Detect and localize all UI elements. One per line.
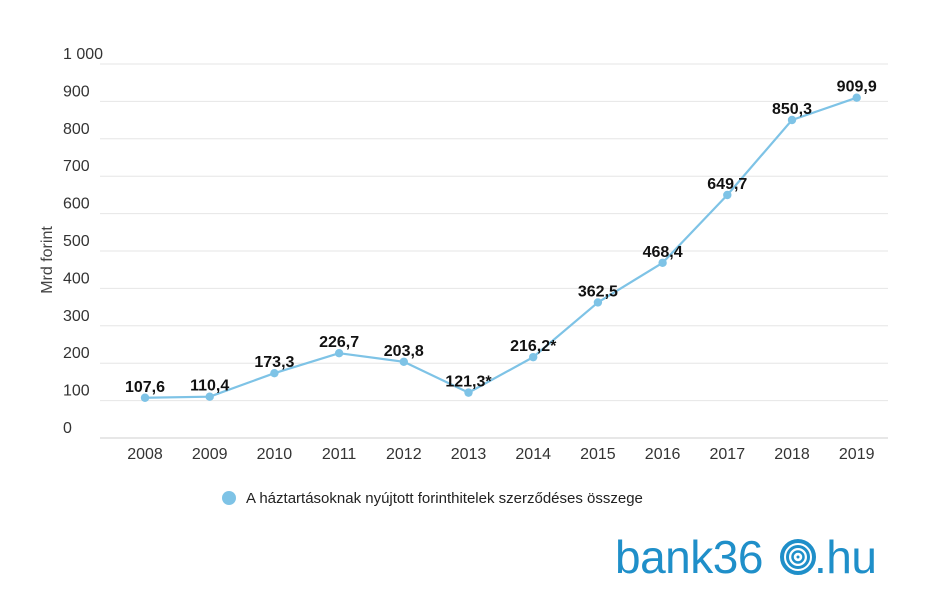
data-label: 226,7	[319, 334, 359, 351]
x-tick-label: 2015	[580, 446, 616, 463]
y-tick-label: 700	[63, 158, 90, 175]
data-label: 107,6	[125, 379, 165, 396]
data-label: 909,9	[837, 79, 877, 96]
x-tick-label: 2009	[192, 446, 228, 463]
data-label: 362,5	[578, 283, 618, 300]
grid-lines	[100, 63, 888, 439]
data-point	[205, 392, 214, 401]
x-tick-label: 2019	[839, 446, 875, 463]
x-tick-label: 2013	[451, 446, 487, 463]
data-point	[852, 93, 861, 102]
y-tick-label: 1 000	[63, 46, 103, 63]
data-point	[723, 190, 732, 200]
data-point	[464, 388, 473, 397]
brand-text-prefix: bank36	[615, 531, 763, 583]
data-point	[334, 349, 344, 358]
data-point	[658, 258, 667, 268]
data-point	[529, 352, 538, 362]
brand-logo: bank36 .hu	[615, 531, 877, 583]
series-group	[140, 93, 861, 402]
concentric-rings-icon	[780, 539, 816, 575]
data-labels: 107,6 110,4 173,3 226,7 203,8 121,3* 216,2* 362…	[125, 79, 877, 396]
legend: A háztartásoknak nyújtott forinthitelek …	[222, 490, 643, 507]
x-tick-label: 2012	[386, 446, 422, 463]
data-point	[270, 368, 279, 378]
data-label: 121,3*	[445, 374, 492, 391]
y-tick-label: 500	[63, 233, 90, 250]
data-label: 216,2*	[510, 338, 557, 355]
brand-text-suffix: .hu	[814, 531, 876, 583]
x-tick-label: 2011	[322, 446, 357, 463]
y-tick-label: 200	[63, 345, 90, 362]
x-tick-label: 2018	[774, 446, 810, 463]
y-tick-label: 900	[63, 83, 90, 100]
legend-marker	[222, 491, 236, 505]
data-point	[140, 393, 150, 402]
data-label: 468,4	[643, 244, 683, 261]
y-tick-label: 400	[63, 270, 90, 287]
data-label: 649,7	[707, 176, 747, 193]
y-axis-label: Mrd forint	[39, 226, 56, 294]
y-tick-label: 800	[63, 121, 90, 138]
y-tick-label: 300	[63, 308, 90, 325]
x-tick-label: 2016	[645, 446, 681, 463]
data-label: 173,3	[254, 354, 294, 371]
x-tick-label: 2017	[710, 446, 746, 463]
legend-label: A háztartásoknak nyújtott forinthitelek …	[246, 490, 643, 507]
data-point	[399, 357, 408, 366]
y-axis-ticks: 0 100 200 300 400 500 600 700 800 900 1 000	[63, 46, 103, 437]
y-tick-label: 100	[63, 383, 90, 400]
x-tick-label: 2010	[257, 446, 293, 463]
data-point	[593, 298, 603, 307]
series-line	[144, 96, 858, 399]
data-label: 850,3	[772, 101, 812, 118]
y-tick-label: 600	[63, 196, 90, 213]
data-label: 203,8	[384, 343, 424, 360]
x-axis-ticks: 2008 2009 2010 2011 2012 2013 2014 2015 2016 2017…	[127, 446, 874, 463]
y-tick-label: 0	[63, 420, 72, 437]
data-point	[787, 115, 797, 125]
data-label: 110,4	[190, 378, 229, 395]
x-tick-label: 2008	[127, 446, 163, 463]
x-tick-label: 2014	[515, 446, 551, 463]
